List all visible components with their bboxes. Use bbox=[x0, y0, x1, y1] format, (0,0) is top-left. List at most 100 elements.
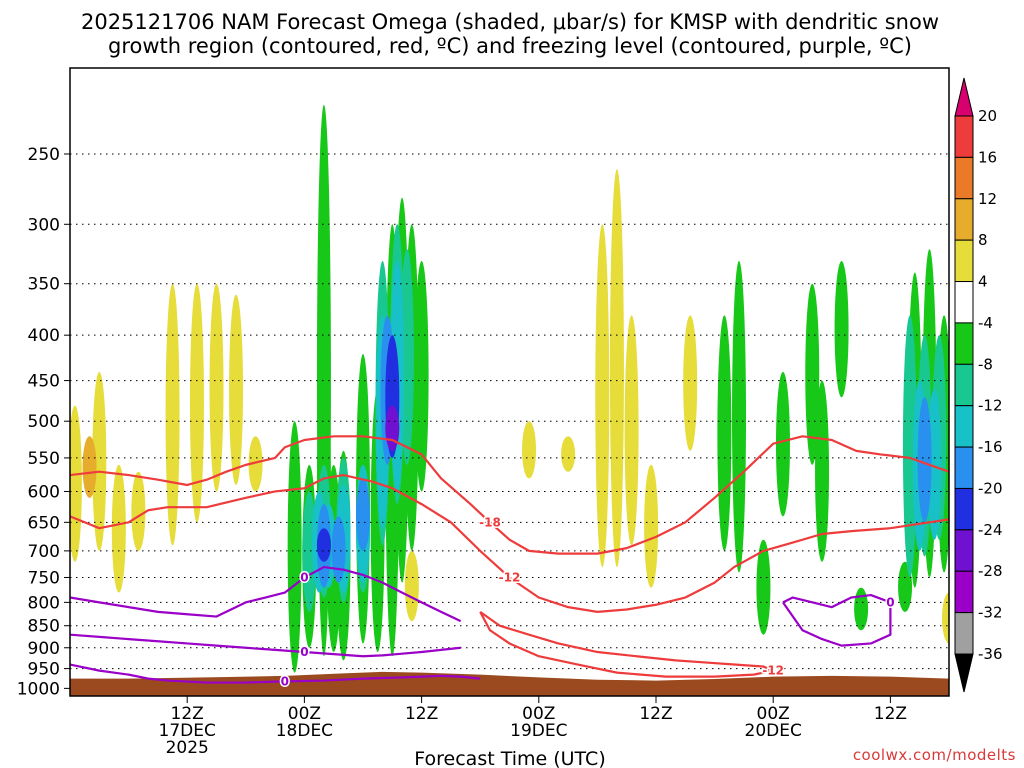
x-tick-label-1-0: 00Z bbox=[288, 704, 321, 724]
omega-cell bbox=[683, 315, 698, 451]
contour-layer: -18 -12 -12 0 0 0 0 bbox=[70, 435, 949, 690]
omega-cell bbox=[165, 283, 180, 546]
omega-cell bbox=[229, 294, 244, 485]
colorbar-label: -4 bbox=[978, 314, 993, 332]
colorbar-label: 4 bbox=[978, 273, 988, 291]
omega-cell bbox=[414, 261, 429, 492]
omega-cell bbox=[82, 436, 97, 498]
colorbar-band-12 bbox=[954, 570, 974, 614]
colorbar-label: 8 bbox=[978, 231, 988, 249]
dgz-contour-1-line bbox=[70, 473, 949, 613]
omega-cell bbox=[316, 528, 331, 562]
plot-frame bbox=[69, 67, 950, 697]
omega-rising-max bbox=[385, 405, 400, 451]
freezing-contour-2-line bbox=[70, 663, 481, 684]
colorbar-label: -8 bbox=[978, 355, 993, 373]
omega-cell bbox=[595, 224, 610, 568]
dgz-contour-2-label: -12 bbox=[762, 664, 784, 678]
omega-cell bbox=[385, 405, 400, 451]
x-tick-label-0-2: 2025 bbox=[166, 738, 209, 758]
omega-cell bbox=[927, 389, 942, 540]
omega-cell bbox=[111, 464, 126, 593]
colorbar: 20 16 12 8 4 -4 -8 -12 -16 -20 -24 -28 -32 -36 bbox=[954, 77, 1003, 693]
y-tick-label-800: 800 bbox=[28, 593, 60, 613]
omega-cell bbox=[522, 421, 537, 479]
terrain-fill bbox=[70, 671, 949, 696]
dgz-contour-2-line bbox=[479, 610, 775, 678]
omega-cell bbox=[917, 397, 932, 523]
colorbar-label: -16 bbox=[978, 438, 1003, 456]
colorbar-label: -32 bbox=[978, 604, 1003, 622]
y-tick-label-1000: 1000 bbox=[17, 679, 60, 699]
omega-cell bbox=[70, 405, 82, 562]
colorbar-band-8 bbox=[954, 405, 974, 448]
colorbar-bottom-arrow bbox=[954, 653, 974, 693]
colorbar-label: 20 bbox=[978, 107, 997, 125]
credit-text: coolwx.com/modelts bbox=[853, 746, 1016, 764]
y-tick-label-700: 700 bbox=[28, 542, 60, 562]
colorbar-band-9 bbox=[954, 446, 974, 489]
omega-cell bbox=[609, 169, 624, 568]
omega-cell bbox=[942, 592, 949, 644]
dgz-contour-1-label: -12 bbox=[499, 570, 521, 584]
omega-cell bbox=[209, 283, 224, 492]
x-tick-label-0-0: 12Z bbox=[171, 704, 204, 724]
y-tick-label-600: 600 bbox=[28, 482, 60, 502]
dgz-contour-1: -12 bbox=[70, 473, 949, 613]
omega-cell bbox=[717, 315, 732, 551]
x-tick-label-2-0: 12Z bbox=[405, 704, 438, 724]
freezing-contour-0-line bbox=[70, 565, 462, 623]
x-tick-label-5-1: 20DEC bbox=[745, 721, 802, 741]
colorbar-band-1 bbox=[954, 115, 974, 158]
omega-cell bbox=[131, 471, 146, 551]
y-tick-label-450: 450 bbox=[28, 372, 60, 392]
freezing-contour-2: 0 bbox=[70, 663, 481, 690]
colorbar-label: -28 bbox=[978, 562, 1003, 580]
colorbar-label: 12 bbox=[978, 190, 997, 208]
omega-cell bbox=[732, 261, 747, 573]
colorbar-top-arrow bbox=[954, 77, 974, 117]
y-tick-label-650: 650 bbox=[28, 513, 60, 533]
y-tick-label-300: 300 bbox=[28, 215, 60, 235]
y-tick-label-550: 550 bbox=[28, 449, 60, 469]
omega-cell bbox=[902, 315, 917, 578]
omega-cell bbox=[356, 478, 370, 551]
y-tick-label-900: 900 bbox=[28, 639, 60, 659]
colorbar-label: 16 bbox=[978, 148, 997, 166]
omega-cell bbox=[92, 371, 107, 551]
dgz-contour-0-line bbox=[70, 435, 949, 555]
x-tick-label-0-1: 17DEC bbox=[159, 721, 216, 741]
omega-cell bbox=[805, 283, 820, 465]
omega-cell bbox=[287, 421, 302, 673]
y-tick-label-750: 750 bbox=[28, 568, 60, 588]
x-tick-label-5-0: 00Z bbox=[757, 704, 790, 724]
omega-cell bbox=[756, 539, 771, 635]
colorbar-band-10 bbox=[954, 487, 974, 531]
colorbar-label: -36 bbox=[978, 645, 1003, 663]
omega-sinking-weak bbox=[70, 169, 949, 644]
omega-cell bbox=[248, 436, 263, 492]
x-axis-label: Forecast Time (UTC) bbox=[414, 748, 605, 768]
colorbar-band-11 bbox=[954, 529, 974, 572]
omega-shading-layer bbox=[70, 104, 949, 673]
x-tick-label-3-0: 00Z bbox=[522, 704, 555, 724]
y-tick-label-350: 350 bbox=[28, 275, 60, 295]
freezing-contour-1-label: 0 bbox=[300, 645, 308, 659]
dgz-contour-2: -12 bbox=[479, 610, 786, 679]
x-tick-label-4-0: 12Z bbox=[639, 704, 672, 724]
title-line-2: growth region (contoured, red, ºC) and f… bbox=[108, 34, 912, 58]
colorbar-band-4 bbox=[954, 239, 974, 283]
x-tick-label-1-1: 18DEC bbox=[276, 721, 333, 741]
freezing-contour-3-line bbox=[782, 593, 892, 647]
plot-area: -18 -12 -12 0 0 0 0 bbox=[70, 104, 949, 696]
omega-cell bbox=[815, 380, 830, 562]
x-tick-label-3-1: 19DEC bbox=[510, 721, 567, 741]
pressure-axis: 2503003504004505005506006507007508008509… bbox=[17, 145, 70, 699]
omega-cell bbox=[331, 516, 346, 583]
omega-cell bbox=[644, 464, 659, 588]
colorbar-label: -20 bbox=[978, 479, 1003, 497]
y-tick-label-950: 950 bbox=[28, 660, 60, 680]
y-tick-label-250: 250 bbox=[28, 145, 60, 165]
terrain-layer bbox=[70, 671, 949, 696]
